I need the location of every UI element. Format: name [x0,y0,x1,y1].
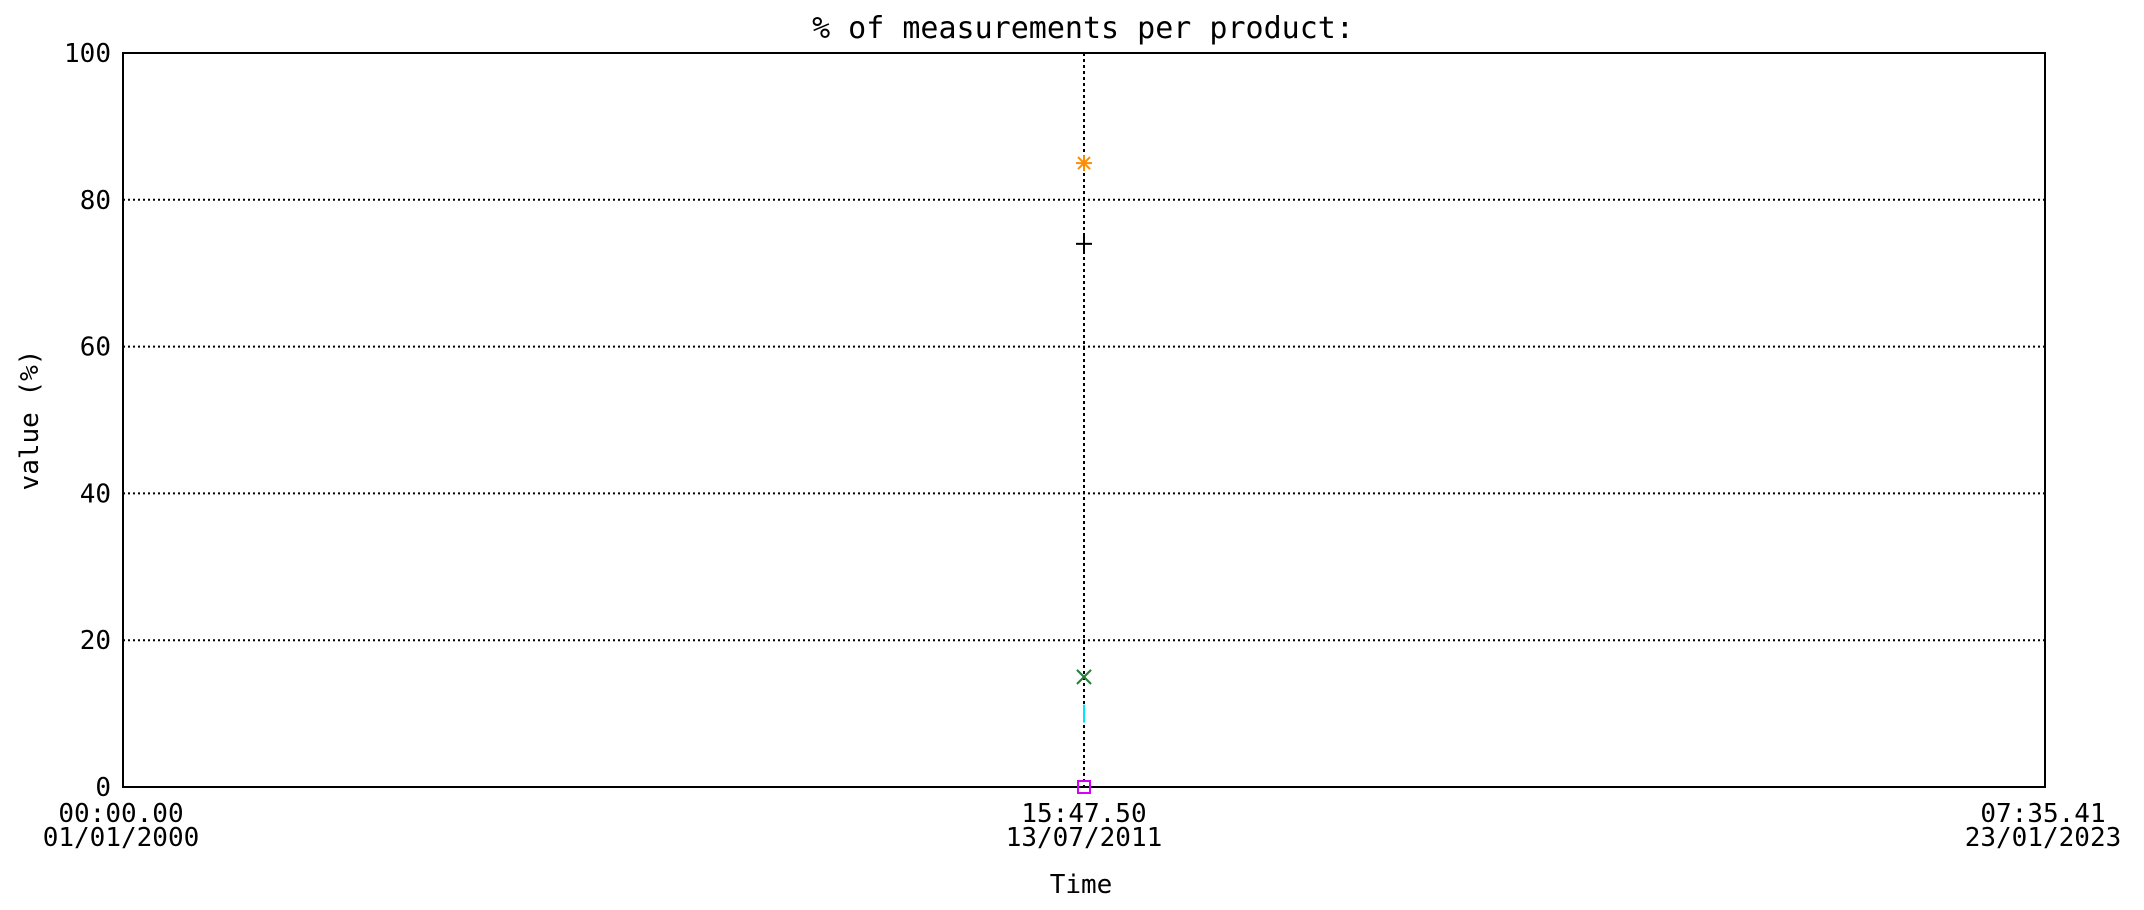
data-point-plus [1076,235,1092,252]
y-tick-label: 0 [95,773,111,803]
x-tick-time: 07:35.41 [1980,799,2105,829]
y-tick-label: 40 [80,479,111,509]
y-tick-label: 20 [80,626,111,656]
x-tick-date: 13/07/2011 [1006,823,1163,853]
chart-title: % of measurements per product: [812,11,1354,46]
gridlines [123,198,2045,642]
data-points [1076,155,1092,794]
x-axis-label: Time [1050,870,1113,900]
y-axis-ticks: 0 20 40 60 80 100 [64,39,111,803]
x-tick-time: 00:00.00 [58,799,183,829]
y-axis-label: value (%) [15,350,45,491]
data-point-x [1076,669,1092,685]
data-point-square [1077,780,1091,794]
y-tick-label: 80 [80,186,111,216]
y-tick-label: 60 [80,333,111,363]
y-tick-label: 100 [64,39,111,69]
x-tick-time: 15:47.50 [1021,799,1146,829]
x-tick-date: 23/01/2023 [1965,823,2122,853]
data-point-asterisk [1076,155,1092,172]
x-tick-date: 01/01/2000 [43,823,200,853]
